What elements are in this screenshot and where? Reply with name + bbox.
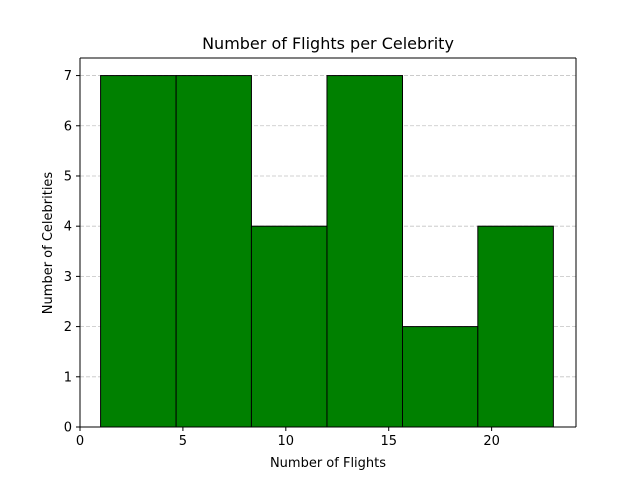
y-tick-label-1: 1 — [64, 370, 72, 385]
y-tick-label-5: 5 — [64, 169, 72, 184]
y-tick-label-4: 4 — [64, 220, 72, 235]
x-tick-label-20: 20 — [483, 434, 500, 449]
bar-1 — [100, 75, 177, 428]
y-tick-label-6: 6 — [64, 119, 72, 134]
y-axis-label: Number of Celebrities — [41, 172, 56, 315]
x-axis-label: Number of Flights — [270, 456, 386, 471]
bar-5 — [402, 326, 479, 428]
chart-title: Number of Flights per Celebrity — [202, 34, 454, 53]
bar-2 — [175, 75, 252, 428]
y-tick-label-2: 2 — [64, 320, 72, 335]
y-tick-label-7: 7 — [64, 69, 72, 84]
axes — [79, 57, 577, 428]
bar-6 — [477, 225, 554, 428]
x-tick-label-5: 5 — [179, 434, 187, 449]
y-tick-label-3: 3 — [64, 270, 72, 285]
x-tick-label-0: 0 — [76, 434, 84, 449]
x-tick-label-15: 15 — [380, 434, 397, 449]
bar-3 — [250, 225, 328, 428]
tick-marks-and-labels: 0 5 10 15 20 0 1 2 3 4 5 6 7 — [64, 69, 500, 449]
x-tick-label-10: 10 — [278, 434, 295, 449]
y-tick-label-0: 0 — [64, 421, 72, 436]
bar-4 — [326, 75, 404, 428]
